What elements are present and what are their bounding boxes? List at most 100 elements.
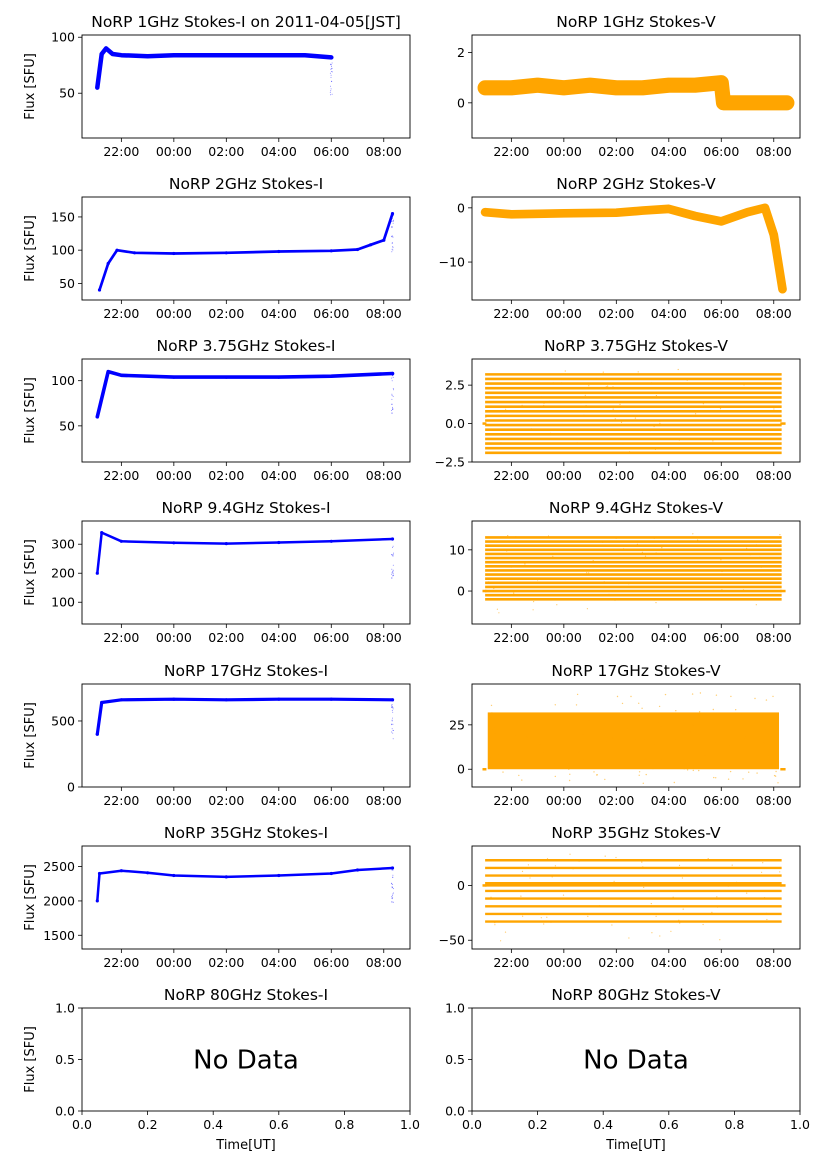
noise-point (648, 712, 650, 714)
noise-point (594, 764, 596, 766)
x-tick-label: 02:00 (598, 793, 634, 808)
noise-point (751, 764, 754, 766)
subplot-title: NoRP 17GHz Stokes-V (551, 662, 721, 680)
data-point (100, 700, 104, 705)
noise-point (392, 901, 394, 903)
noise-point (556, 604, 558, 606)
noise-point (392, 876, 394, 878)
noise-point (660, 725, 662, 727)
subplot-title: NoRP 1GHz Stokes-V (556, 13, 716, 31)
noise-point (568, 779, 571, 782)
noise-point (660, 716, 663, 718)
noise-point (526, 723, 529, 725)
x-tick-label: 22:00 (493, 144, 529, 159)
noise-point (677, 368, 679, 371)
y-tick-label: 0 (457, 95, 465, 110)
noise-point (392, 887, 393, 888)
series-line (96, 866, 394, 903)
noise-point (764, 382, 767, 384)
noise-point (576, 442, 578, 444)
noise-point (613, 880, 615, 882)
noise-point (629, 451, 631, 453)
x-tick-label: 08:00 (756, 793, 792, 808)
noise-point (515, 717, 518, 719)
noise-point (488, 741, 490, 743)
data-point (224, 53, 228, 57)
noise-point (569, 773, 571, 775)
y-tick-label: 0 (457, 200, 465, 215)
noise-point (330, 76, 332, 78)
data-point (355, 868, 360, 872)
data-point (509, 86, 513, 90)
noise-point (744, 737, 746, 740)
data-point (772, 233, 776, 237)
y-axis-label: Flux [SFU] (23, 1026, 38, 1093)
noise-point (392, 711, 394, 713)
noise-point (392, 738, 394, 740)
noise-point (678, 864, 681, 867)
noise-point (636, 543, 639, 546)
y-axis-label: Flux [SFU] (23, 53, 38, 120)
y-tick-label: 0 (457, 584, 465, 599)
noise-point (391, 731, 393, 733)
noise-point (518, 774, 520, 777)
y-tick-label: 1.0 (445, 1001, 465, 1016)
noise-point (729, 770, 732, 773)
data-point (224, 875, 228, 879)
plot-area (482, 533, 786, 614)
data-point (95, 571, 99, 575)
noise-point (391, 412, 393, 414)
noise-point (592, 560, 594, 562)
x-tick-label: 00:00 (156, 306, 192, 321)
y-tick-label: 25 (449, 717, 465, 732)
noise-point (392, 215, 394, 217)
subplot-2: NoRP 1GHz Stokes-V 22:00 00:00 02:00 04:00 06… (457, 13, 801, 159)
data-point (95, 732, 99, 736)
data-point (780, 287, 785, 291)
noise-point (330, 68, 332, 70)
noise-point (500, 442, 502, 444)
noise-point (732, 762, 734, 764)
noise-point (740, 713, 743, 715)
axes-frame (81, 683, 411, 788)
noise-point (673, 781, 675, 784)
noise-point (391, 235, 393, 237)
y-tick-label: 100 (51, 373, 75, 388)
noise-point (392, 222, 394, 224)
noise-point (764, 897, 766, 899)
x-tick-label: 02:00 (598, 306, 634, 321)
noise-point (777, 434, 780, 436)
noise-point (730, 695, 732, 698)
noise-point (576, 693, 579, 696)
y-tick-label: 200 (51, 566, 75, 581)
noise-point (588, 385, 590, 387)
noise-point (712, 440, 714, 442)
x-tick-label: 22:00 (103, 144, 139, 159)
noise-point (593, 771, 595, 773)
plot-area (477, 75, 795, 111)
data-point (119, 53, 123, 57)
noise-point (571, 383, 574, 385)
noise-point (727, 778, 730, 780)
noise-point (682, 908, 684, 910)
subplot-1: NoRP 1GHz Stokes-I on 2011-04-05[JST] Flu… (23, 13, 411, 159)
x-tick-label: 1.0 (400, 1117, 420, 1132)
x-tick-label: 0.2 (528, 1117, 548, 1132)
data-point (97, 288, 102, 292)
y-tick-label: 0.0 (445, 1104, 465, 1119)
noise-point (485, 416, 487, 418)
noise-point (588, 719, 590, 722)
noise-point (392, 893, 394, 895)
noise-point (596, 774, 598, 776)
noise-point (392, 572, 394, 574)
series-line (477, 75, 795, 111)
noise-point (702, 403, 705, 405)
noise-point (567, 760, 569, 762)
noise-point (527, 864, 530, 866)
noise-point (630, 695, 632, 698)
x-tick-label: 00:00 (546, 306, 582, 321)
noise-point (602, 541, 604, 544)
plot-area (95, 531, 395, 579)
x-tick-label: 0.0 (462, 1117, 482, 1132)
noise-point (520, 895, 522, 897)
